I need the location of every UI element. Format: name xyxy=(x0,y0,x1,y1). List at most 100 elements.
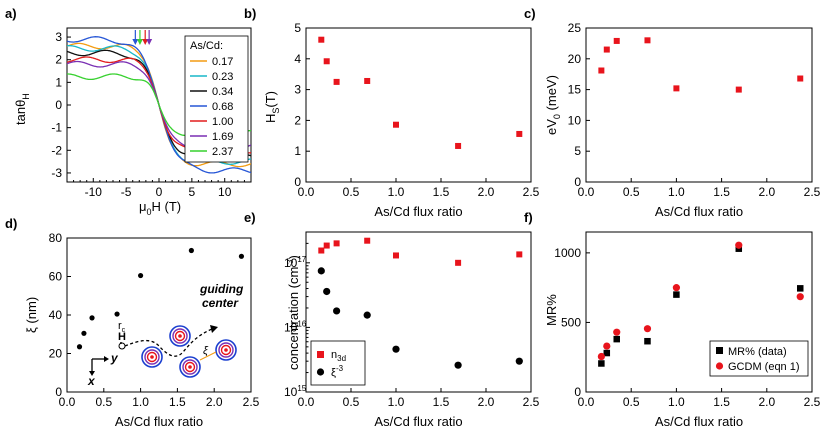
x-tick-label: 2.5 xyxy=(523,185,540,199)
annotation-y: y xyxy=(110,351,119,365)
potential-well-icon xyxy=(215,339,237,361)
legend-label: 0.23 xyxy=(212,71,233,83)
x-tick-label: 1.5 xyxy=(433,395,450,409)
data-point-n3d xyxy=(333,240,340,247)
y-axis-arrowhead-icon xyxy=(104,356,109,362)
x-tick-label: 0.0 xyxy=(298,395,315,409)
data-point-gcdm xyxy=(672,284,681,292)
data-point-n3d xyxy=(516,251,523,258)
data-point-n3d xyxy=(323,242,330,249)
y-tick-label: 500 xyxy=(561,315,581,329)
x-tick-label: 0.0 xyxy=(59,395,76,409)
x-axis-label: As/Cd flux ratio xyxy=(374,414,462,429)
y-tick-label: 1 xyxy=(294,144,301,158)
y-tick-label: 2 xyxy=(55,53,62,67)
y-tick-label: 20 xyxy=(49,347,63,361)
legend-label: n3d xyxy=(331,349,346,363)
trajectory-icon xyxy=(124,328,213,357)
y-tick-label: 80 xyxy=(49,231,63,245)
y-tick-label: 1 xyxy=(55,75,62,89)
y-axis-label: tanθH xyxy=(13,93,31,125)
legend-title: As/Cd: xyxy=(190,40,223,52)
legend: As/Cd: 0.17 0.23 0.34 0.68 1.00 1.69 2.37 xyxy=(184,35,249,163)
data-point-hs xyxy=(323,58,330,65)
data-point-gcdm xyxy=(643,325,652,333)
legend: MR% (data) GCDM (eqn 1) xyxy=(709,340,809,377)
data-point-xi xyxy=(114,311,120,317)
data-point-xi xyxy=(89,315,95,321)
y-axis-label: concentration (cm-3) xyxy=(286,255,301,370)
data-point-ev0 xyxy=(797,75,804,82)
data-point-mr xyxy=(603,349,611,357)
y-tick-label: -2 xyxy=(51,143,62,157)
data-point-hs xyxy=(333,78,340,85)
y-tick-label: -3 xyxy=(51,166,62,180)
field-dot-icon xyxy=(120,342,122,344)
data-point-xi-inv3 xyxy=(323,287,331,296)
x-tick-label: 0.5 xyxy=(623,395,640,409)
x-tick-label: -10 xyxy=(85,185,103,199)
y-tick-label: 3 xyxy=(55,30,62,44)
data-point-gcdm xyxy=(735,241,743,249)
data-point-xi-inv3 xyxy=(454,361,462,369)
data-point-ev0 xyxy=(613,37,620,44)
data-point-mr xyxy=(673,291,680,298)
legend-swatch xyxy=(715,362,724,370)
legend-label: 0.17 xyxy=(212,56,233,68)
y-tick-label: 15 xyxy=(568,83,582,97)
x-tick-label: 0.5 xyxy=(343,185,360,199)
y-tick-label: 4 xyxy=(294,52,301,66)
legend-box xyxy=(709,340,809,377)
panel-label: e) xyxy=(244,210,256,225)
data-point-mr xyxy=(796,285,804,292)
panel-d: d) 0.0 0.5 1.0 1.5 2.0 2.5 0 20 40 60 80 ξ (nm) As/Cd… xyxy=(5,216,260,429)
x-tick-label: 1.5 xyxy=(713,185,730,199)
legend-label: 2.37 xyxy=(212,146,233,158)
y-tick-label: -1 xyxy=(51,121,62,135)
onset-arrow-head xyxy=(146,39,153,45)
data-point-hs xyxy=(364,77,371,84)
legend-box xyxy=(184,35,249,163)
x-tick-label: 2.5 xyxy=(523,395,540,409)
data-point-ev0 xyxy=(603,46,610,53)
legend-label: ξ-3 xyxy=(331,364,344,379)
y-tick-label: 3 xyxy=(294,83,301,97)
x-tick-label: 1.5 xyxy=(169,395,186,409)
potential-well-icon xyxy=(169,325,191,347)
y-tick-label: 2 xyxy=(294,113,301,127)
y-tick-label: 0 xyxy=(574,175,581,189)
data-point-xi xyxy=(138,272,144,279)
x-tick-label: 2.0 xyxy=(478,185,495,199)
y-tick-label: 5 xyxy=(294,21,301,35)
y-tick-label: 10 xyxy=(568,113,582,127)
plot-frame xyxy=(305,27,532,183)
trajectory-arrow-icon xyxy=(210,325,218,333)
data-point-gcdm xyxy=(597,352,605,361)
legend-label: MR% (data) xyxy=(728,346,787,358)
data-point-xi-inv3 xyxy=(515,357,523,365)
x-tick-label: 0.0 xyxy=(578,185,595,199)
data-point-n3d xyxy=(393,252,399,259)
data-point-mr xyxy=(598,360,605,367)
data-point-gcdm xyxy=(613,328,621,336)
data-point-n3d xyxy=(318,247,325,254)
x-tick-label: 5 xyxy=(189,185,196,199)
y-tick-label: 0 xyxy=(294,175,301,189)
data-point-xi-inv3 xyxy=(363,311,371,319)
x-axis-label: As/Cd flux ratio xyxy=(374,204,462,219)
x-tick-label: 2.5 xyxy=(804,185,821,199)
y-tick-label: 20 xyxy=(568,52,582,66)
data-point-xi-inv3 xyxy=(333,307,341,315)
plot-frame xyxy=(585,27,813,183)
y-tick-label: 60 xyxy=(49,270,63,284)
panel-label: d) xyxy=(5,216,17,231)
data-point-xi-inv3 xyxy=(392,345,400,353)
x-tick-label: 0.5 xyxy=(623,185,640,199)
y-tick-label: 1015 xyxy=(284,384,307,399)
legend-swatch xyxy=(716,347,723,354)
data-point-hs xyxy=(393,121,399,128)
legend-label: GCDM (eqn 1) xyxy=(728,361,800,373)
y-tick-label: 1017 xyxy=(284,255,307,270)
y-axis-label: HS(T) xyxy=(263,91,281,123)
